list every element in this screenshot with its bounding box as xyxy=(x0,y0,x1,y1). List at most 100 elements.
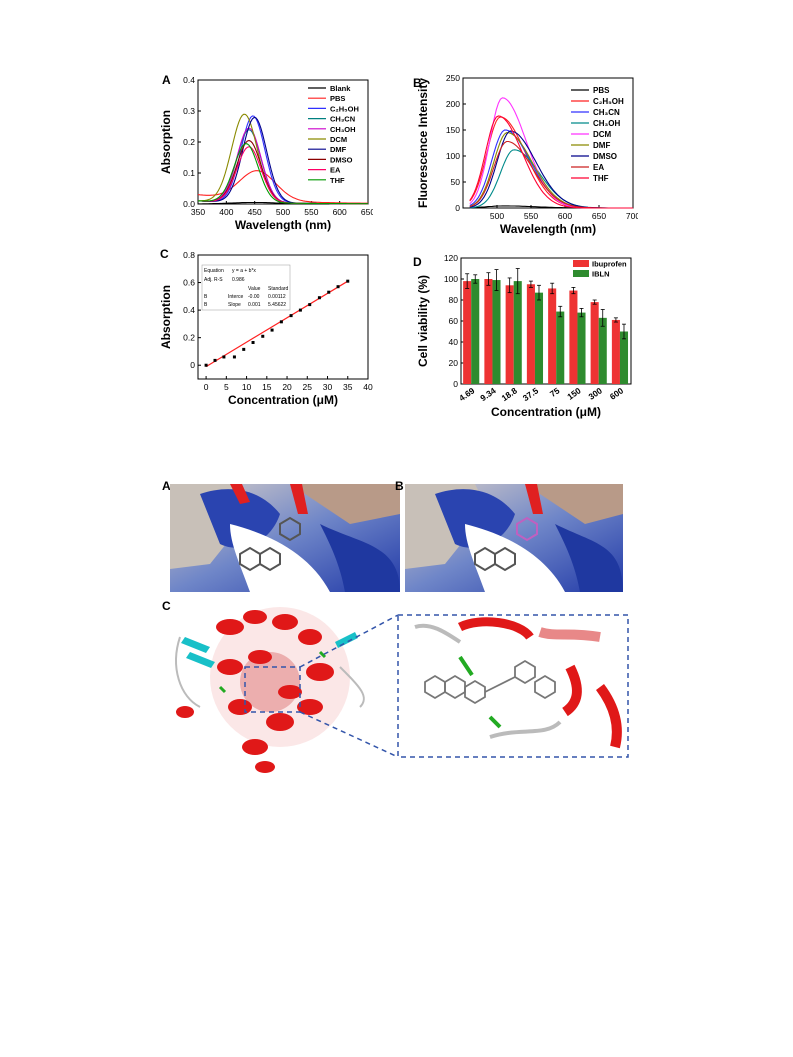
y-tick-label: 0.1 xyxy=(183,168,195,178)
chart-c: C 0 5 10 15 20 25 30 35 40 0 0.2 0.4 0.6 0.8 Concentrat… xyxy=(158,245,373,415)
legend-label: IBLN xyxy=(592,270,610,279)
legend-label: DMF xyxy=(593,141,610,150)
legend-label: THF xyxy=(593,174,609,183)
data-point xyxy=(327,290,331,294)
chart-b: B 500 550 600 650 700 0 50 100 150 200 250 Wavelengt… xyxy=(413,70,640,240)
plot-frame xyxy=(462,77,634,209)
panel-label-c: C xyxy=(160,247,169,261)
chart-b-svg: B 500 550 600 650 700 0 50 100 150 200 250 Wavelengt… xyxy=(413,73,640,236)
data-point xyxy=(261,334,265,338)
data-point xyxy=(270,328,274,332)
data-point xyxy=(298,308,302,312)
x-tick-label: 0 xyxy=(204,382,209,392)
x-tick-label: 5 xyxy=(224,382,229,392)
bar-ibuprofen xyxy=(505,285,514,384)
bar-ibln xyxy=(492,280,501,384)
x-tick-label: 600 xyxy=(608,385,626,401)
bar-ibln xyxy=(577,312,586,384)
fig2-panel-label-b: B xyxy=(395,479,404,493)
docking-panel-c: C xyxy=(160,597,630,782)
y-tick-label: 50 xyxy=(451,177,461,187)
chart-a-svg: A 350 400 450 500 550 600 650 0.0 0.1 0.2 0.3 0.4 Wav… xyxy=(159,73,375,232)
x-tick-label: 350 xyxy=(191,207,205,217)
y-tick-label: 0.0 xyxy=(183,199,195,209)
bar-ibuprofen xyxy=(590,302,599,384)
data-point xyxy=(336,285,340,289)
fig2-panel-label-c: C xyxy=(162,599,171,613)
bar-ibln xyxy=(471,279,480,384)
fit-table-cell: y = a + b*x xyxy=(232,268,256,274)
protein-overview xyxy=(175,607,365,773)
y-tick-label: 0.4 xyxy=(183,75,195,85)
legend-label: DMSO xyxy=(593,152,617,161)
fit-table-cell: B xyxy=(204,294,208,300)
legend-label: Blank xyxy=(330,84,351,93)
fit-table-cell: Slope xyxy=(228,302,241,308)
x-tick-label: 75 xyxy=(548,385,562,399)
x-tick-label: 9.34 xyxy=(478,385,498,403)
y-tick-label: 150 xyxy=(446,125,460,135)
legend-label: PBS xyxy=(330,94,345,103)
legend-label: C₂H₅OH xyxy=(330,104,359,113)
y-tick-label: 100 xyxy=(444,274,458,284)
plot-frame xyxy=(197,254,369,380)
legend-label: CH₃OH xyxy=(593,119,620,128)
legend-label: CH₃CN xyxy=(330,115,355,124)
x-tick-label: 400 xyxy=(219,207,233,217)
y-tick-label: 0.4 xyxy=(183,305,195,315)
data-point xyxy=(346,279,350,283)
data-point xyxy=(317,296,321,300)
legend-label: EA xyxy=(593,163,604,172)
panel-label-d: D xyxy=(413,255,422,269)
y-tick-label: 40 xyxy=(449,337,459,347)
y-tick-label: 100 xyxy=(446,151,460,161)
data-point xyxy=(279,320,283,324)
zoom-inset xyxy=(414,617,622,749)
chart-d: D 0 20 40 60 80 100 120 4.69 9.34 18.8 37.5 75 150 300… xyxy=(413,252,638,422)
y-tick-label: 0.3 xyxy=(183,106,195,116)
fit-table-cell: 0.986 xyxy=(232,277,245,283)
chart-c-svg: C 0 5 10 15 20 25 30 35 40 0 0.2 0.4 0.6 0.8 Concentrat… xyxy=(159,247,373,407)
fit-line xyxy=(205,280,349,368)
x-tick-label: 40 xyxy=(363,382,373,392)
fit-table-cell: 0.001 xyxy=(248,302,261,308)
bar-ibuprofen xyxy=(484,279,493,384)
fit-table xyxy=(201,264,291,311)
y-tick-label: 0 xyxy=(453,379,458,389)
fit-table-cell: B xyxy=(204,302,208,308)
panel-label-a: A xyxy=(162,73,171,87)
bar-ibln xyxy=(619,331,629,384)
x-tick-label: 150 xyxy=(565,385,583,401)
x-tick-label: 600 xyxy=(558,211,572,221)
bar-ibuprofen xyxy=(463,281,472,384)
y-axis-label: Fluorescence Intensity xyxy=(416,78,430,208)
fit-table-cell: 0.00112 xyxy=(268,294,286,300)
fit-table-cell: Standard xyxy=(268,286,289,292)
y-tick-label: 0.6 xyxy=(183,278,195,288)
data-point xyxy=(222,355,226,359)
legend-label: DMF xyxy=(330,145,347,154)
surface-image-a xyxy=(170,484,400,592)
data-point xyxy=(204,363,208,367)
bar-ibln xyxy=(513,281,522,384)
bar-ibln xyxy=(534,292,544,384)
legend-label: CH₃OH xyxy=(330,125,356,134)
x-tick-label: 37.5 xyxy=(521,385,541,403)
y-tick-label: 0.2 xyxy=(183,137,195,147)
x-tick-label: 700 xyxy=(626,211,638,221)
y-tick-label: 120 xyxy=(444,253,458,263)
x-tick-label: 30 xyxy=(323,382,333,392)
y-tick-label: 200 xyxy=(446,99,460,109)
y-axis-label: Absorption xyxy=(159,285,173,349)
data-point xyxy=(232,355,236,359)
x-axis-label: Wavelength (nm) xyxy=(500,222,596,236)
docking-panel-a: A xyxy=(160,477,400,592)
docking-panel-b: B xyxy=(393,477,629,592)
y-axis-label: Cell viability (%) xyxy=(416,275,430,367)
data-point xyxy=(289,314,293,318)
y-tick-label: 0.8 xyxy=(183,250,195,260)
panel-label-b: B xyxy=(413,76,422,90)
legend-label: EA xyxy=(330,166,341,175)
y-tick-label: 250 xyxy=(446,73,460,83)
x-tick-label: 35 xyxy=(343,382,353,392)
